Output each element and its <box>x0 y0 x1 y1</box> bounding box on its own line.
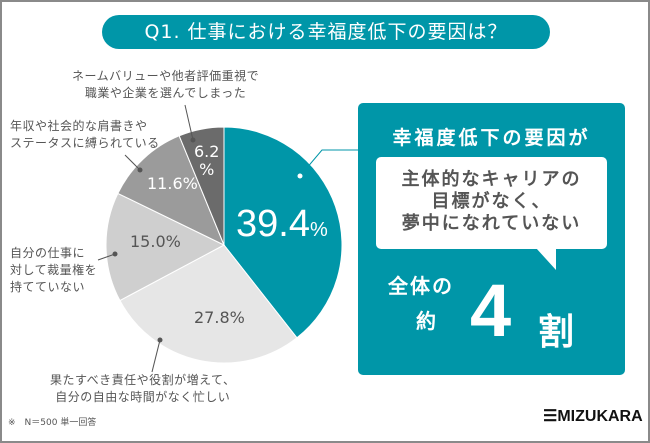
bubble-line: 主体的なキャリアの <box>401 169 582 190</box>
label-slice-3: 自分の仕事に 対して裁量権を 持てていない <box>10 245 97 296</box>
leader-line <box>184 104 194 141</box>
leader-line <box>151 339 161 373</box>
leader-dot <box>137 167 143 173</box>
whole-text: 全体の <box>388 274 454 298</box>
label-line: ステータスに縛られている <box>10 136 160 150</box>
pct-unit: % <box>309 219 328 241</box>
summary-panel: 幸福度低下の要因が 主体的なキャリアの 目標がなく、 夢中になれていない 全体の… <box>358 103 625 375</box>
leader-line <box>97 253 116 261</box>
pie-slice-4 <box>117 135 225 247</box>
speech-bubble: 主体的なキャリアの 目標がなく、 夢中になれていない <box>376 157 607 249</box>
approx-text: 約 <box>416 309 436 333</box>
page-title: Q1. 仕事における幸福度低下の要因は？ <box>102 15 550 49</box>
label-line: 職業や企業を選んでしまった <box>84 86 247 100</box>
footnote: ※ N＝500 単一回答 <box>8 418 97 428</box>
label-line: 年収や社会的な肩書きや <box>10 119 148 133</box>
logo-text: MIZUKARA <box>557 408 643 425</box>
leader-dot <box>297 173 303 179</box>
bubble-line: 夢中になれていない <box>401 213 582 234</box>
pct-label-slice-5: 6.2 % <box>194 143 219 179</box>
bubble-line: 目標がなく、 <box>431 191 552 212</box>
label-line: 対して裁量権を <box>10 263 98 277</box>
label-line: 自分の仕事に <box>10 246 86 260</box>
pct-value: 6.2 <box>194 142 220 161</box>
pct-unit: % <box>199 160 215 179</box>
label-line: 果たすべき責任や役割が増えて、 <box>50 373 236 387</box>
pie-slice-2 <box>119 244 298 364</box>
logo: ☰MIZUKARA <box>543 406 643 426</box>
pct-value: 39.4 <box>236 203 310 245</box>
label-line: 自分の自由な時間がなく忙しい <box>55 390 231 404</box>
label-slice-5: ネームバリューや他者評価重視で 職業や企業を選んでしまった <box>72 68 259 102</box>
leader-dot <box>112 251 118 257</box>
leader-dot <box>190 137 196 143</box>
leader-line <box>299 149 358 177</box>
pct-label-slice-4: 11.6% <box>147 174 198 193</box>
panel-heading: 幸福度低下の要因が <box>392 127 591 149</box>
pie-slice-5 <box>178 126 225 246</box>
big-number: 4 <box>470 269 512 352</box>
bubble-tail <box>536 248 556 270</box>
logo-icon: ☰ <box>543 408 558 425</box>
label-line: 持てていない <box>10 280 86 294</box>
pie-slice-3 <box>105 192 226 302</box>
pie-slice-1 <box>223 126 343 339</box>
label-slice-2: 果たすべき責任や役割が増えて、 自分の自由な時間がなく忙しい <box>50 372 235 406</box>
label-slice-4: 年収や社会的な肩書きや ステータスに縛られている <box>10 118 160 152</box>
label-line: ネームバリューや他者評価重視で <box>72 69 260 83</box>
pct-label-slice-2: 27.8% <box>194 308 245 327</box>
pct-label-slice-1: 39.4% <box>236 203 328 246</box>
leader-dot <box>157 337 163 343</box>
unit-text: 割 <box>538 312 575 353</box>
leader-line <box>124 154 141 171</box>
pct-label-slice-3: 15.0% <box>130 232 181 251</box>
